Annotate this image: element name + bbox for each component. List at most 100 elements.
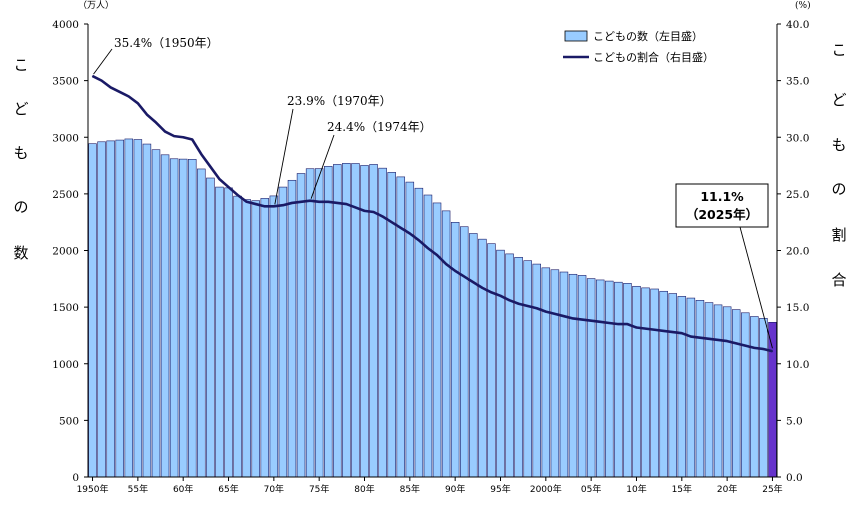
- ratio-point-1991: [463, 275, 465, 278]
- left-axis-title-char: こ: [13, 56, 28, 74]
- bar-1992: [469, 233, 478, 478]
- annotation-1950: 35.4%（1950年）: [114, 36, 219, 50]
- right-tick-label: 35.0: [786, 76, 809, 88]
- x-tick-label: 25年: [762, 483, 782, 495]
- bar-2013: [659, 290, 668, 478]
- bar-2025: [768, 321, 777, 478]
- bar-1994: [487, 243, 496, 478]
- left-axis-title-char: も: [13, 144, 28, 162]
- bar-1966: [233, 195, 242, 478]
- bar-1979: [351, 163, 360, 478]
- bar-2000: [541, 267, 551, 478]
- ratio-point-1958: [164, 130, 166, 133]
- ratio-point-1963: [209, 166, 211, 168]
- ratio-point-2021: [735, 342, 737, 344]
- bar-1983: [387, 172, 396, 478]
- bar-1993: [478, 238, 487, 478]
- right-tick-label: 40.0: [786, 19, 809, 31]
- bar-1977: [333, 164, 342, 478]
- right-tick-label: 25.0: [786, 189, 809, 201]
- ratio-point-1961: [191, 138, 193, 141]
- ratio-point-1972: [291, 202, 293, 204]
- ratio-point-2022: [744, 345, 746, 347]
- annotations: 35.4%（1950年） 23.9%（1970年） 24.4%（1974年） 11.1…: [93, 36, 773, 349]
- bar-1998: [523, 260, 532, 478]
- ratio-point-1950: [91, 75, 94, 77]
- right-axis-title-char: こ: [831, 41, 846, 59]
- bar-1951: [97, 141, 106, 478]
- ratio-point-1983: [391, 221, 393, 223]
- ratio-point-1982: [382, 215, 384, 218]
- ratio-point-1962: [200, 153, 202, 155]
- bar-2009: [623, 283, 632, 478]
- left-axis-ticks: 0 500 1000 1500 2000 2500 3000 3500 4000: [52, 19, 88, 484]
- x-tick-label: 60年: [173, 483, 193, 495]
- ratio-point-1957: [155, 121, 157, 124]
- bar-2003: [568, 273, 578, 478]
- bar-2019: [713, 304, 723, 478]
- x-tick-label: 2000年: [530, 483, 562, 495]
- ratio-point-2019: [717, 339, 719, 341]
- right-tick-label: 15.0: [786, 302, 809, 314]
- ratio-point-1997: [518, 303, 520, 305]
- right-axis-ticks: 0.0 5.0 10.0 15.0 20.0 25.0 30.0 35.0 40.0: [777, 19, 809, 484]
- ratio-point-2001: [554, 313, 556, 315]
- x-tick-label: 80年: [354, 483, 374, 495]
- bar-1974: [305, 168, 315, 478]
- bar-2024: [759, 318, 768, 478]
- right-axis-title-char: 合: [831, 271, 846, 289]
- right-axis-title-char: の: [831, 180, 846, 198]
- ratio-point-1978: [345, 203, 347, 205]
- ratio-point-2020: [726, 340, 728, 342]
- ratio-point-1985: [409, 232, 411, 235]
- left-tick-label: 3000: [52, 132, 79, 144]
- bar-2008: [614, 281, 623, 478]
- ratio-point-2003: [572, 317, 574, 320]
- right-axis-title-char: ど: [831, 91, 846, 109]
- bar-2023: [750, 316, 759, 478]
- bar-1999: [532, 263, 541, 478]
- ratio-point-2009: [626, 323, 629, 325]
- bar-2016: [686, 297, 696, 478]
- left-tick-label: 0: [72, 472, 79, 484]
- ratio-point-1989: [445, 263, 447, 265]
- ratio-point-1964: [218, 178, 221, 180]
- x-tick-label: 10年: [626, 483, 646, 495]
- ratio-point-1965: [227, 186, 230, 188]
- ratio-point-1975: [318, 201, 320, 203]
- ratio-point-2023: [753, 347, 755, 349]
- x-tick-label: 15年: [672, 483, 692, 495]
- ratio-point-1968: [255, 203, 257, 205]
- bar-1956: [142, 143, 152, 478]
- bar-2015: [677, 296, 687, 478]
- ratio-point-2013: [663, 330, 665, 332]
- ratio-point-1986: [418, 239, 420, 241]
- ratio-point-2002: [563, 315, 565, 317]
- right-axis-title-char: も: [831, 136, 846, 154]
- bar-2022: [741, 312, 750, 478]
- legend-swatch-bar: [564, 30, 588, 42]
- ratio-point-2015: [681, 332, 683, 334]
- ratio-point-1970: [273, 205, 275, 207]
- bar-1969: [260, 198, 270, 478]
- ratio-point-1995: [499, 295, 502, 297]
- ratio-point-1960: [182, 136, 184, 138]
- bar-2006: [595, 279, 605, 478]
- bar-1996: [505, 253, 514, 478]
- x-tick-label: 55年: [128, 483, 148, 495]
- right-axis-title-char: 割: [831, 226, 846, 244]
- ratio-point-2014: [672, 331, 674, 333]
- ratio-point-2006: [599, 321, 601, 323]
- ratio-point-2011: [644, 328, 647, 330]
- left-axis-title-char: ど: [13, 100, 28, 118]
- bar-1958: [160, 154, 170, 478]
- x-tick-label: 65年: [218, 483, 238, 495]
- annotation-2025-value: 11.1%: [700, 189, 744, 204]
- left-tick-label: 500: [59, 415, 79, 427]
- bar-1961: [188, 159, 197, 478]
- bar-1970: [269, 195, 279, 478]
- bar-1959: [169, 158, 179, 478]
- bar-1987: [423, 194, 433, 478]
- ratio-point-1967: [246, 201, 248, 203]
